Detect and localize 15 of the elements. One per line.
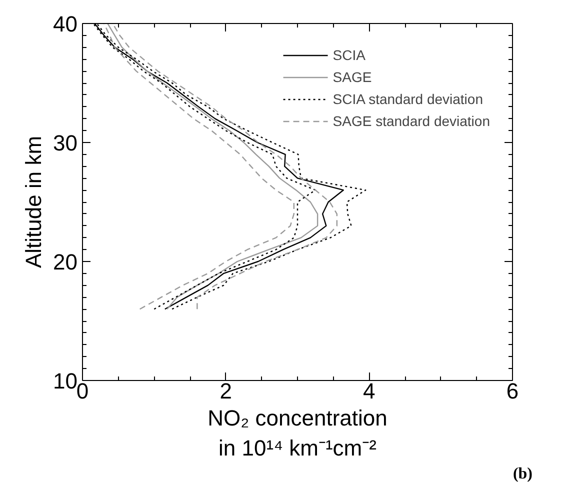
legend-label: SAGE — [332, 68, 372, 86]
y-tick-label: 40 — [53, 12, 78, 36]
x-tick-label: 2 — [220, 378, 232, 404]
x-tick-label: 0 — [76, 378, 89, 404]
legend-label: SAGE standard deviation — [332, 112, 490, 130]
x-axis-title: NO₂ concentration in 10¹⁴ km⁻¹cm⁻² — [208, 406, 388, 460]
legend-label: SCIA — [332, 46, 366, 64]
x-tick-label: 6 — [506, 378, 519, 404]
y-axis-title: Altitude in km — [21, 136, 46, 268]
y-tick-label: 10 — [53, 368, 78, 394]
y-tick-label: 30 — [53, 130, 78, 156]
text: (b) — [512, 466, 533, 482]
x-tick-label: 4 — [363, 378, 376, 404]
legend-label: SCIA standard deviation — [332, 90, 483, 108]
y-tick-label: 20 — [53, 250, 78, 274]
